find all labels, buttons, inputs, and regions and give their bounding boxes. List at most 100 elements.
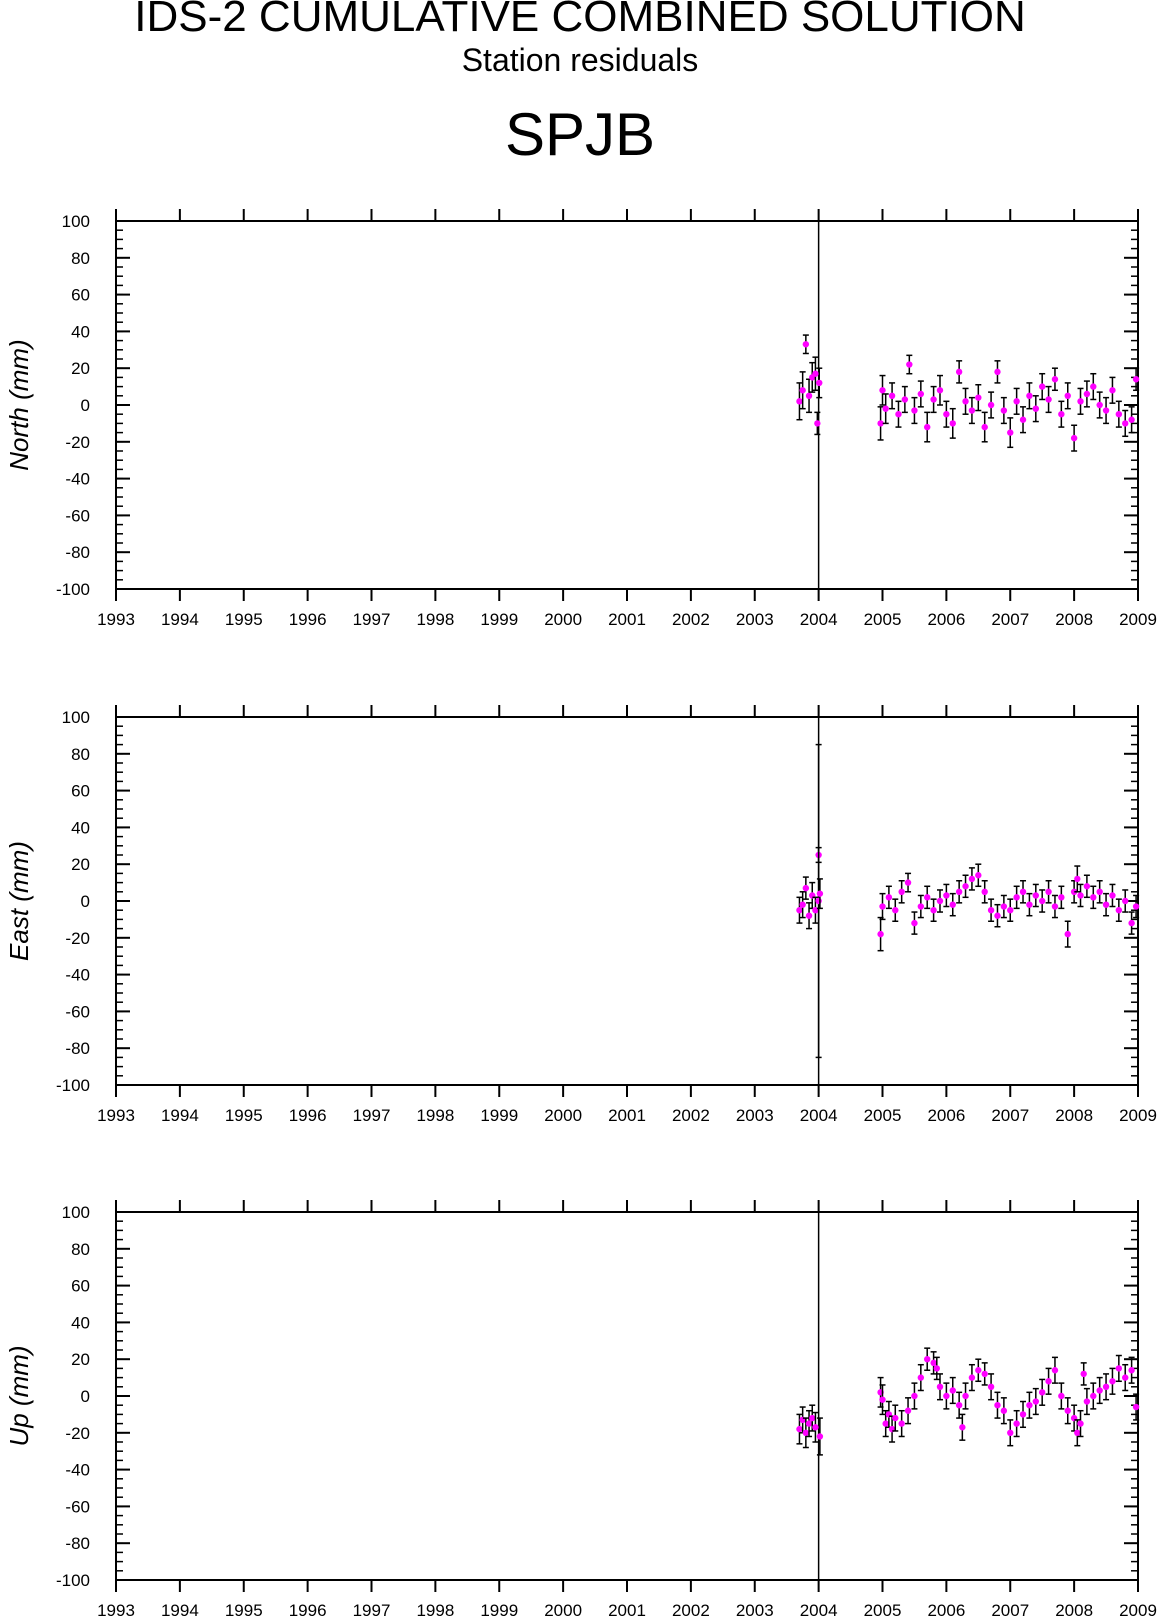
x-tick-label: 2002 (672, 1601, 710, 1620)
data-point (898, 888, 905, 895)
x-tick-label: 1999 (480, 1106, 518, 1125)
data-point (802, 1429, 810, 1437)
data-point (1083, 390, 1091, 398)
data-point (888, 392, 896, 399)
data-point (1058, 411, 1065, 418)
data-point (955, 888, 963, 895)
y-tick-label: -40 (65, 470, 90, 489)
data-point (994, 368, 1001, 376)
data-point (1077, 892, 1084, 899)
data-point (987, 907, 995, 914)
data-point (805, 392, 813, 399)
data-point (904, 1407, 912, 1414)
data-point (1077, 398, 1084, 405)
x-tick-label: 2006 (927, 1106, 965, 1125)
data-point (1122, 1374, 1129, 1381)
data-point (1064, 392, 1071, 399)
y-tick-label: 100 (62, 708, 90, 727)
data-point (879, 387, 886, 394)
data-point (943, 892, 950, 899)
x-tick-label: 2008 (1055, 1601, 1093, 1620)
y-tick-label: -20 (65, 433, 90, 452)
data-point (1000, 407, 1008, 414)
data-point (1019, 416, 1027, 423)
y-tick-label: -100 (56, 580, 90, 599)
data-point (877, 930, 884, 938)
data-point (1115, 907, 1123, 914)
data-point (805, 912, 813, 919)
y-tick-label: 80 (71, 745, 90, 764)
data-point (796, 398, 803, 405)
data-point (1096, 401, 1103, 409)
data-point (962, 1392, 969, 1400)
x-tick-label: 2004 (800, 1106, 838, 1125)
data-point (994, 1402, 1001, 1409)
y-tick-label: -100 (56, 1571, 90, 1590)
data-point (968, 1374, 976, 1381)
data-point (936, 1383, 944, 1391)
y-tick-label: 40 (71, 1313, 90, 1332)
y-tick-label: -40 (65, 1461, 90, 1480)
data-point (1128, 416, 1135, 423)
y-tick-label: 0 (81, 892, 90, 911)
data-point (799, 901, 806, 908)
y-tick-label: -60 (65, 1002, 90, 1021)
x-tick-label: 2006 (927, 610, 965, 629)
data-point (981, 1370, 988, 1378)
x-tick-label: 2008 (1055, 1106, 1093, 1125)
data-point (1090, 1392, 1097, 1400)
data-point (815, 897, 822, 905)
data-point (895, 411, 902, 418)
data-point (796, 907, 803, 914)
station-name: SPJB (504, 101, 656, 168)
y-tick-label: 80 (71, 249, 90, 268)
y-tick-label: 60 (71, 782, 90, 801)
data-point (882, 405, 889, 412)
data-point (796, 1425, 803, 1433)
data-point (930, 396, 937, 403)
data-point (1032, 405, 1040, 412)
y-axis-label: Up (mm) (4, 1345, 34, 1446)
data-point (1096, 1387, 1103, 1394)
data-point (975, 1367, 982, 1374)
data-point (981, 888, 988, 895)
data-point (1128, 1367, 1135, 1374)
y-tick-label: -100 (56, 1076, 90, 1095)
x-tick-label: 1998 (416, 1601, 454, 1620)
chart-subtitle: Station residuals (461, 42, 699, 78)
y-tick-label: 0 (81, 396, 90, 415)
x-tick-label: 1997 (353, 1106, 391, 1125)
data-point (1128, 919, 1135, 927)
data-point (1007, 429, 1014, 436)
data-point (917, 903, 925, 910)
data-point (987, 1383, 995, 1391)
x-tick-label: 2000 (544, 1106, 582, 1125)
data-point (1070, 888, 1078, 895)
x-tick-label: 2003 (736, 1106, 774, 1125)
y-tick-label: -80 (65, 543, 90, 562)
data-point (1007, 907, 1014, 914)
data-point (1032, 1398, 1040, 1405)
x-tick-label: 2000 (544, 1601, 582, 1620)
data-point (892, 1414, 899, 1422)
data-point (1090, 894, 1097, 901)
data-point (924, 894, 931, 901)
data-point (812, 1424, 819, 1431)
data-point (1000, 903, 1008, 910)
x-tick-label: 2005 (864, 1106, 902, 1125)
y-tick-label: 40 (71, 322, 90, 341)
y-tick-label: 20 (71, 1350, 90, 1369)
data-point (949, 901, 956, 908)
data-point (1132, 376, 1140, 383)
data-point (1074, 1429, 1081, 1437)
x-tick-label: 2004 (800, 1601, 838, 1620)
data-point (1026, 392, 1033, 399)
data-point (1026, 1402, 1033, 1409)
data-point (879, 1396, 886, 1403)
data-point (962, 883, 969, 890)
x-tick-label: 2007 (991, 1106, 1029, 1125)
data-point (809, 1414, 816, 1422)
data-point (1115, 411, 1123, 418)
x-tick-label: 2002 (672, 1106, 710, 1125)
